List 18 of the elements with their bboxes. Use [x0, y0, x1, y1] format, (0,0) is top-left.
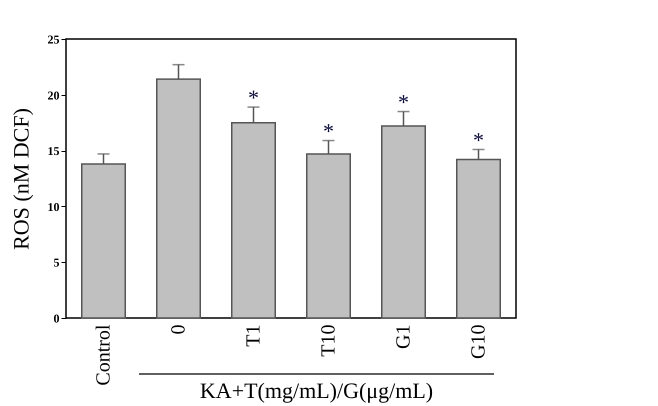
y-axis-title: ROS (nM DCF)	[8, 108, 34, 250]
x-tick-label: G10	[468, 324, 490, 359]
x-tick-label: Control	[92, 324, 114, 386]
y-tick-label: 5	[54, 256, 60, 270]
annotation: *	[323, 118, 334, 144]
y-tick-label: 15	[48, 144, 60, 158]
x-tick-label: T1	[242, 324, 264, 347]
annotation: *	[398, 90, 409, 115]
x-tick-label: T10	[318, 324, 340, 357]
x-tick-label: 0	[168, 324, 190, 334]
y-tick-label: 25	[48, 32, 60, 46]
annotation: *	[248, 85, 259, 110]
annotation: *	[473, 127, 484, 152]
x-tick-label: G1	[392, 324, 414, 349]
y-tick-label: 20	[48, 88, 60, 102]
x-axis-title: KA+T(mg/mL)/G(μg/mL)	[200, 378, 434, 403]
y-tick-label: 10	[48, 200, 60, 214]
y-tick-label: 0	[54, 312, 60, 326]
